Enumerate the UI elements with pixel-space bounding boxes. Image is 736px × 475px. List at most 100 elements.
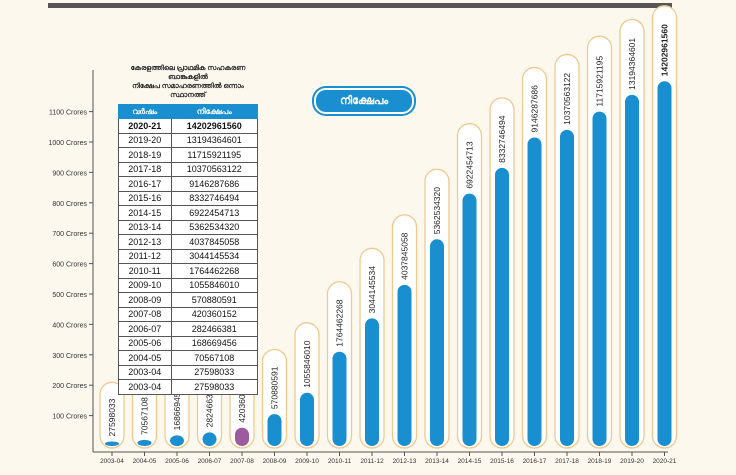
table-row: 2003-04 27598033: [118, 379, 258, 395]
x-tick-label: 2010-11: [328, 458, 352, 465]
table-title-line2: നിക്ഷേപ സമാഹരണത്തിൽ ഒന്നാം സ്ഥാനത്ത്: [132, 83, 244, 99]
table-row: 2015-16 8332746494: [118, 190, 258, 206]
table-row: 2004-05 70567108: [118, 350, 258, 366]
table-row: 2018-19 11715921195: [118, 147, 258, 163]
table-cell-deposit: 10370563122: [170, 161, 258, 177]
table-row: 2020-21 14202961560: [118, 118, 258, 134]
bar: [462, 193, 477, 446]
bar: [657, 81, 672, 446]
x-tick-label: 2020-21: [653, 458, 677, 465]
table-row: 2009-10 1055846010: [118, 277, 258, 293]
x-tick-label: 2012-13: [393, 458, 417, 465]
y-tick-label: 700 Crores: [52, 231, 87, 238]
bar-value-label: 282466381: [205, 385, 215, 428]
table-row: 2006-07 282466381: [118, 321, 258, 337]
table-row: 2008-09 570880591: [118, 292, 258, 308]
y-tick-label: 300 Crores: [52, 353, 87, 360]
x-tick-label: 2016-17: [523, 458, 547, 465]
table-cell-deposit: 8332746494: [170, 190, 258, 206]
bar-value-label: 1764462268: [335, 299, 345, 347]
table-cell-deposit: 1055846010: [170, 277, 258, 293]
table-cell-deposit: 27598033: [170, 364, 258, 380]
bar: [560, 129, 574, 446]
bar: [397, 284, 412, 446]
table-cell-deposit: 11715921195: [170, 147, 258, 163]
bar-value-label: 70567108: [140, 397, 150, 435]
x-tick-label: 2011-12: [360, 458, 384, 465]
table-row: 2012-13 4037845058: [118, 234, 258, 250]
table-row: 2013-14 5362534320: [118, 219, 258, 235]
table-row: 2019-20 13194364601: [118, 132, 258, 148]
table-cell-deposit: 13194364601: [170, 132, 258, 148]
table-cell-year: 2017-18: [118, 161, 172, 177]
table-cell-deposit: 1764462268: [170, 263, 258, 279]
bar: [105, 441, 119, 446]
table-cell-deposit: 420360152: [170, 306, 258, 322]
table-cell-deposit: 570880591: [170, 292, 258, 308]
table-cell-year: 2010-11: [118, 263, 172, 279]
y-tick-label: 100 Crores: [52, 414, 87, 421]
bar-value-label: 27598033: [107, 398, 117, 436]
table-cell-year: 2012-13: [118, 234, 172, 250]
table-cell-year: 2019-20: [118, 132, 172, 148]
x-tick-label: 2015-16: [490, 458, 514, 465]
bar: [430, 239, 444, 446]
table-row: 2011-12 3044145534: [118, 248, 258, 264]
table-title: കേരളത്തിലെ പ്രാഥമിക സഹകരണ ബാങ്കുകളിൽ നിക…: [118, 64, 258, 100]
x-tick-label: 2008-09: [263, 458, 287, 465]
table-cell-deposit: 4037845058: [170, 234, 258, 250]
bar: [365, 318, 379, 446]
table-cell-deposit: 9146287686: [170, 176, 258, 192]
table-cell-year: 2018-19: [118, 147, 172, 163]
bar-value-label: 8332746494: [497, 115, 507, 163]
bar-value-label: 420360152: [237, 380, 247, 423]
table-cell-year: 2020-21: [118, 118, 172, 134]
bar: [625, 94, 639, 446]
table-row: 2016-17 9146287686: [118, 176, 258, 192]
x-tick-label: 2014-15: [458, 458, 482, 465]
deposit-table: വർഷം നിക്ഷേപം 2020-21 14202961560 2019-20 1…: [118, 104, 258, 395]
table-cell-deposit: 282466381: [170, 321, 258, 337]
table-cell-year: 2014-15: [118, 205, 172, 221]
table-cell-deposit: 14202961560: [170, 118, 258, 134]
table-cell-deposit: 70567108: [170, 350, 258, 366]
x-tick-label: 2005-06: [165, 458, 189, 465]
header-year: വർഷം: [118, 104, 172, 119]
bar-value-label: 168669456: [172, 388, 182, 431]
bar-capsule: [99, 381, 125, 449]
table-row: 2014-15 6922454713: [118, 205, 258, 221]
x-tick-label: 2003-04: [100, 458, 124, 465]
table-cell-deposit: 168669456: [170, 335, 258, 351]
table-cell-deposit: 3044145534: [170, 248, 258, 264]
header-deposit: നിക്ഷേപം: [170, 104, 258, 119]
table-row: 2003-04 27598033: [118, 364, 258, 380]
x-tick-label: 2018-19: [588, 458, 612, 465]
table-row: 2017-18 10370563122: [118, 161, 258, 177]
y-tick-label: 500 Crores: [52, 292, 87, 299]
x-tick-label: 2006-07: [198, 458, 222, 465]
y-tick-label: 800 Crores: [52, 201, 87, 208]
table-cell-deposit: 5362534320: [170, 219, 258, 235]
bar-value-label: 11715921195: [595, 56, 605, 107]
y-tick-label: 200 Crores: [52, 383, 87, 390]
bar: [300, 392, 314, 446]
table-cell-year: 2009-10: [118, 277, 172, 293]
x-tick-label: 2013-14: [425, 458, 449, 465]
table-cell-year: 2016-17: [118, 176, 172, 192]
bar-value-label: 10370563122: [562, 73, 572, 125]
bar: [235, 427, 249, 446]
table-row: 2005-06 168669456: [118, 335, 258, 351]
bar-value-label: 3044145534: [367, 266, 377, 314]
table-cell-year: 2005-06: [118, 335, 172, 351]
bar-value-label: 5362534320: [432, 187, 442, 235]
table-title-line1: കേരളത്തിലെ പ്രാഥമിക സഹകരണ ബാങ്കുകളിൽ: [130, 65, 246, 81]
bar-value-label: 9146287686: [530, 85, 540, 133]
y-tick-label: 1000 Crores: [48, 140, 87, 147]
bar-value-label: 1055846010: [302, 340, 312, 388]
table-row: 2007-08 420360152: [118, 306, 258, 322]
table-cell-year: 2013-14: [118, 219, 172, 235]
x-tick-label: 2017-18: [555, 458, 579, 465]
table-cell-year: 2003-04: [118, 364, 172, 380]
